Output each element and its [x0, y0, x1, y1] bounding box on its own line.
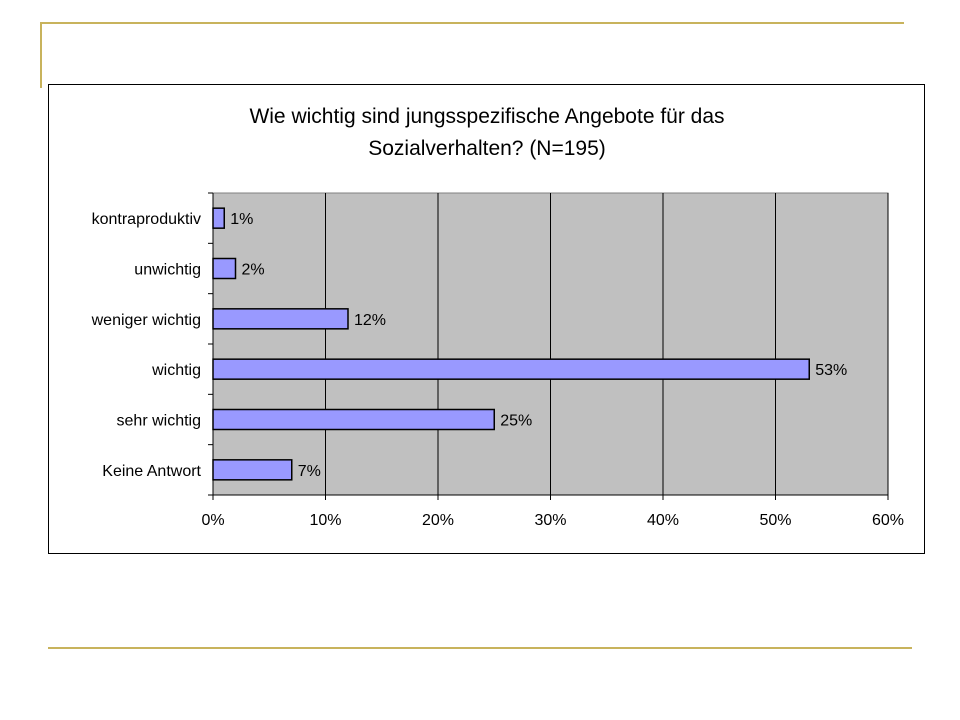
x-tick-label: 50% — [759, 512, 791, 529]
bar-chart: Wie wichtig sind jungsspezifische Angebo… — [91, 105, 904, 529]
bar-2 — [212, 257, 237, 280]
x-tick-label: 60% — [872, 512, 904, 529]
data-label: 1% — [230, 211, 253, 228]
x-tick-label: 10% — [309, 512, 341, 529]
category-label: weniger wichtig — [91, 312, 201, 329]
top-decor-line — [40, 22, 904, 24]
x-tick-label: 30% — [534, 512, 566, 529]
plot-area: 0% 10% 20% 30% 40% 50% 60% kontraproduktiv 1% unw… — [91, 192, 904, 529]
data-label: 7% — [298, 463, 321, 480]
x-tick-label: 0% — [201, 512, 224, 529]
category-label: wichtig — [151, 362, 201, 379]
category-label: sehr wichtig — [117, 413, 201, 430]
bar-1 — [212, 207, 225, 229]
category-label: unwichtig — [134, 262, 201, 279]
bar-5 — [212, 408, 495, 431]
category-label: kontraproduktiv — [92, 211, 201, 228]
category-label: Keine Antwort — [102, 463, 201, 480]
x-tick-label: 20% — [422, 512, 454, 529]
bar-6 — [212, 459, 293, 481]
data-label: 12% — [354, 312, 386, 329]
chart-frame: Wie wichtig sind jungsspezifische Angebo… — [48, 84, 925, 554]
bar-3 — [212, 308, 349, 330]
data-label: 53% — [815, 362, 847, 379]
chart-title-line-2: Sozialverhalten? (N=195) — [368, 137, 606, 160]
x-tick-label: 40% — [647, 512, 679, 529]
data-label: 25% — [500, 413, 532, 430]
data-label: 2% — [242, 262, 265, 279]
chart-title-line-1: Wie wichtig sind jungsspezifische Angebo… — [249, 105, 724, 128]
bottom-decor-line — [48, 647, 912, 649]
bar-4 — [212, 358, 810, 380]
left-decor-line — [40, 22, 42, 88]
